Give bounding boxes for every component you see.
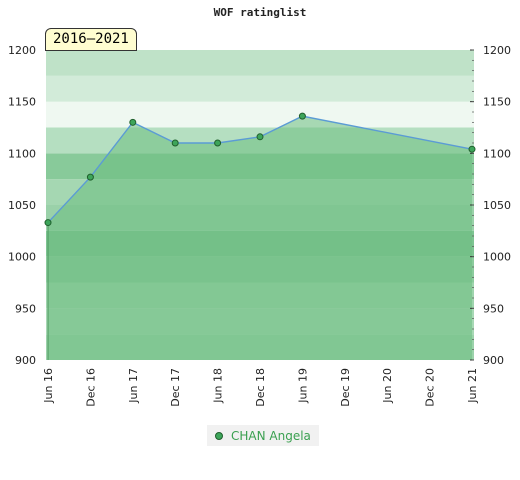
data-point [214, 139, 222, 147]
area-layer [47, 116, 472, 360]
x-tick-label: Jun 17 [127, 368, 140, 404]
x-tick-label: Dec 18 [254, 368, 267, 407]
x-tick-label: Jun 16 [42, 368, 55, 404]
x-tick-label: Jun 18 [212, 368, 225, 404]
data-point [468, 145, 476, 153]
period-badge: 2016–2021 [45, 28, 137, 51]
y-tick-label-right: 1000 [483, 251, 511, 264]
y-tick-label-right: 1150 [483, 96, 511, 109]
data-point [298, 112, 306, 120]
data-point [86, 173, 94, 181]
x-tick-label: Dec 17 [169, 368, 182, 407]
series-area [48, 116, 472, 360]
y-tick-label-right: 900 [483, 354, 504, 367]
data-point [129, 118, 137, 126]
y-tick-label-right: 1050 [483, 199, 511, 212]
points-layer [44, 112, 476, 227]
y-tick-label-right: 1200 [483, 44, 511, 57]
x-tick-label: Dec 19 [339, 368, 352, 407]
y-tick-label-right: 950 [483, 302, 504, 315]
line-layer [47, 115, 473, 224]
data-point [171, 139, 179, 147]
x-tick-label: Jun 20 [381, 368, 394, 404]
y-tick-label-left: 1000 [8, 251, 36, 264]
y-tick-label-left: 1200 [8, 44, 36, 57]
x-tick-label: Dec 16 [84, 368, 97, 407]
x-tick-label: Jun 21 [466, 368, 479, 404]
legend-label: CHAN Angela [231, 428, 311, 443]
legend-marker-icon [215, 431, 223, 440]
legend[interactable]: CHAN Angela [207, 425, 319, 446]
background-band [46, 101, 474, 128]
y-tick-label-left: 900 [15, 354, 36, 367]
y-tick-label-right: 1100 [483, 147, 511, 160]
data-point [256, 133, 264, 141]
y-tick-label-left: 950 [15, 302, 36, 315]
y-tick-label-left: 1050 [8, 199, 36, 212]
chart-title: WOF ratinglist [213, 6, 307, 19]
y-tick-label-left: 1100 [8, 147, 36, 160]
y-tick-label-left: 1150 [8, 96, 36, 109]
background-band [46, 75, 474, 102]
x-tick-label: Dec 20 [424, 368, 437, 407]
background-band [46, 50, 474, 76]
series-line [47, 115, 473, 224]
axes-layer: 900 900 950 950 1000 1000 1050 1050 1100 1100 1150… [8, 44, 511, 407]
data-point [44, 219, 52, 227]
x-tick-label: Jun 19 [296, 368, 309, 404]
